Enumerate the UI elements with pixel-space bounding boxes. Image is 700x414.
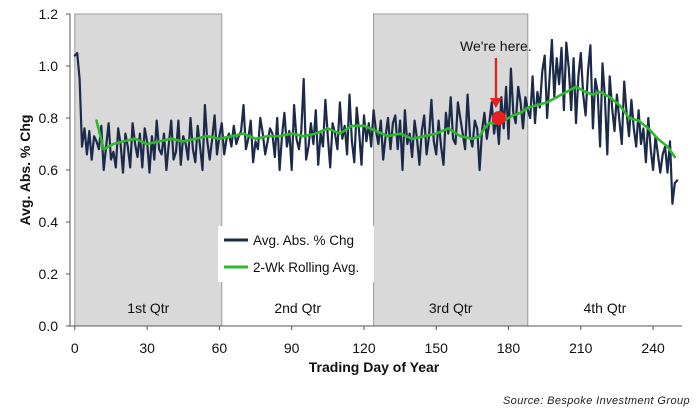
y-tick-label: 0.8 [39, 110, 59, 126]
annotation-arrow-head [489, 98, 502, 108]
x-tick-label: 210 [569, 340, 593, 356]
source-note: Source: Bespoke Investment Group [503, 395, 690, 407]
x-tick-label: 60 [212, 340, 228, 356]
quarter-label-4th-qtr: 4th Qtr [583, 300, 626, 316]
quarter-label-2nd-qtr: 2nd Qtr [274, 300, 321, 316]
legend-label-avg-abs-chg: Avg. Abs. % Chg [253, 233, 354, 248]
legend: Avg. Abs. % Chg 2-Wk Rolling Avg. [218, 226, 374, 282]
y-tick-label: 0.2 [39, 266, 59, 282]
x-tick-label: 150 [425, 340, 449, 356]
y-axis-title: Avg. Abs. % Chg [17, 115, 33, 226]
quarter-labels: 1st Qtr 2nd Qtr 3rd Qtr 4th Qtr [127, 300, 626, 316]
legend-label-rolling-avg: 2-Wk Rolling Avg. [253, 260, 359, 275]
quarter-band-3rd-qtr [373, 13, 529, 327]
x-axis-title: Trading Day of Year [309, 359, 440, 375]
series-line-2-wk-rolling-avg [95, 85, 677, 159]
y-tick-label: 1.2 [39, 6, 59, 22]
y-tick-labels: 0.0 0.2 0.4 0.6 0.8 1.0 1.2 [39, 6, 59, 334]
y-tick-label: 0.6 [39, 162, 59, 178]
y-tick-label: 0.4 [39, 214, 59, 230]
quarter-label-1st-qtr: 1st Qtr [127, 300, 169, 316]
x-tick-label: 0 [71, 340, 79, 356]
axes [66, 13, 682, 330]
x-tick-label: 90 [284, 340, 300, 356]
y-tick-label: 1.0 [39, 58, 59, 74]
x-tick-labels: 0 30 60 90 120 150 180 210 240 [71, 340, 665, 356]
quarter-label-3rd-qtr: 3rd Qtr [429, 300, 473, 316]
x-tick-label: 180 [497, 340, 521, 356]
x-tick-label: 120 [352, 340, 376, 356]
annotation-were-here: We're here. [460, 38, 532, 125]
legend-box [218, 226, 374, 282]
y-tick-label: 0.0 [39, 318, 59, 334]
series-layer [73, 38, 679, 205]
x-tick-label: 30 [139, 340, 155, 356]
x-tick-label: 240 [641, 340, 665, 356]
annotation-text: We're here. [460, 38, 532, 54]
annotation-marker-dot [491, 111, 506, 125]
